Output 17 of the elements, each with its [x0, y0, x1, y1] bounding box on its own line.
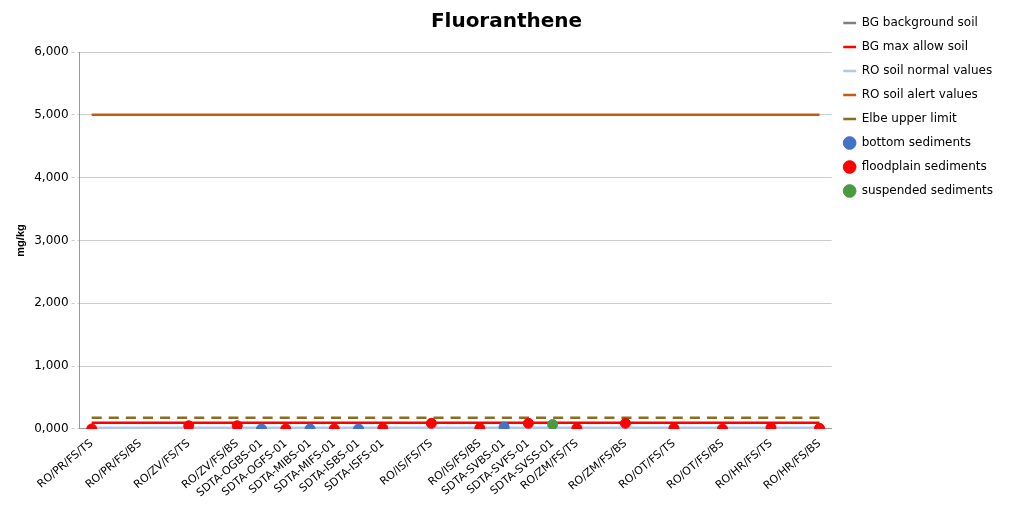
- y-tick-label: 5,000: [34, 106, 69, 121]
- legend-label: bottom sediments: [861, 135, 972, 150]
- y-tick-label: 3,000: [34, 232, 69, 247]
- legend-label: RO soil normal values: [861, 63, 993, 78]
- y-tick-label: 0,000: [34, 421, 69, 436]
- y-tick-label: 4,000: [34, 169, 69, 184]
- y-tick-label: 2,000: [34, 295, 69, 310]
- y-axis-title: mg/kg: [13, 224, 26, 257]
- legend-label: Elbe upper limit: [861, 111, 958, 126]
- legend-label: floodplain sediments: [861, 159, 987, 174]
- y-tick-label: 6,000: [34, 44, 69, 59]
- y-tick-label: 1,000: [34, 358, 69, 373]
- legend-label: RO soil alert values: [861, 87, 978, 102]
- legend-label: suspended sediments: [861, 183, 994, 198]
- legend-label: BG max allow soil: [861, 39, 968, 54]
- legend-label: BG background soil: [861, 15, 978, 30]
- chart-title: Fluoranthene: [430, 8, 583, 33]
